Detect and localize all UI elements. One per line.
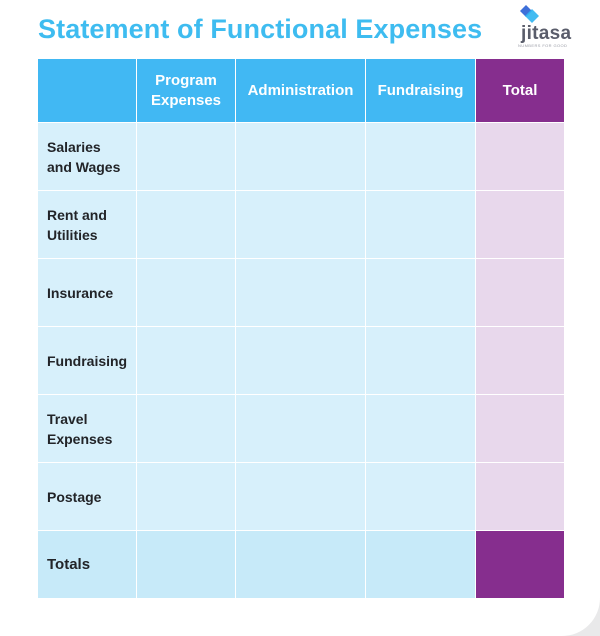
row-label-fundraising: Fundraising <box>37 326 137 395</box>
row-label-salaries-and-wages: Salaries and Wages <box>37 122 137 191</box>
cell-fundraising[interactable] <box>365 190 476 259</box>
cell-program-expenses[interactable] <box>136 326 236 395</box>
cell-program-expenses[interactable] <box>136 258 236 327</box>
header-administration: Administration <box>235 58 366 123</box>
totals-row: Totals <box>37 530 565 599</box>
jitasa-diamond-logo-icon <box>520 5 539 23</box>
cell-administration-total[interactable] <box>235 530 366 599</box>
header-corner-cell <box>37 58 137 123</box>
functional-expenses-table: Program Expenses Administration Fundrais… <box>37 58 565 599</box>
cell-program-expenses-total[interactable] <box>136 530 236 599</box>
table-header-row: Program Expenses Administration Fundrais… <box>37 58 565 123</box>
cell-program-expenses[interactable] <box>136 122 236 191</box>
cell-fundraising[interactable] <box>365 122 476 191</box>
cell-fundraising[interactable] <box>365 326 476 395</box>
cell-administration[interactable] <box>235 122 366 191</box>
row-label-travel-expenses: Travel Expenses <box>37 394 137 463</box>
cell-fundraising[interactable] <box>365 462 476 531</box>
cell-administration[interactable] <box>235 394 366 463</box>
cell-fundraising-total[interactable] <box>365 530 476 599</box>
cell-administration[interactable] <box>235 326 366 395</box>
table-row: Insurance <box>37 258 565 327</box>
table-row: Fundraising <box>37 326 565 395</box>
cell-administration[interactable] <box>235 190 366 259</box>
table-row: Postage <box>37 462 565 531</box>
cell-total[interactable] <box>475 326 565 395</box>
row-label-rent-and-utilities: Rent and Utilities <box>37 190 137 259</box>
cell-program-expenses[interactable] <box>136 462 236 531</box>
cell-fundraising[interactable] <box>365 394 476 463</box>
row-label-postage: Postage <box>37 462 137 531</box>
page-title: Statement of Functional Expenses <box>38 14 483 44</box>
header-program-expenses: Program Expenses <box>136 58 236 123</box>
cell-total[interactable] <box>475 462 565 531</box>
cell-total[interactable] <box>475 258 565 327</box>
logo-tagline: NUMBERS FOR GOOD <box>518 43 568 48</box>
logo-wordmark: jitasa <box>521 23 572 44</box>
cell-grand-total[interactable] <box>475 530 565 599</box>
cell-administration[interactable] <box>235 258 366 327</box>
cell-administration[interactable] <box>235 462 366 531</box>
table-row: Rent and Utilities <box>37 190 565 259</box>
header-program-expenses-label: Program Expenses <box>150 71 222 109</box>
cell-program-expenses[interactable] <box>136 394 236 463</box>
cell-total[interactable] <box>475 394 565 463</box>
cell-program-expenses[interactable] <box>136 190 236 259</box>
table-row: Salaries and Wages <box>37 122 565 191</box>
row-label-insurance: Insurance <box>37 258 137 327</box>
row-label-totals: Totals <box>37 530 137 599</box>
header-fundraising: Fundraising <box>365 58 476 123</box>
cell-total[interactable] <box>475 190 565 259</box>
jitasa-logo: jitasa NUMBERS FOR GOOD <box>514 4 576 50</box>
cell-total[interactable] <box>475 122 565 191</box>
table-row: Travel Expenses <box>37 394 565 463</box>
header-total: Total <box>475 58 565 123</box>
cell-fundraising[interactable] <box>365 258 476 327</box>
